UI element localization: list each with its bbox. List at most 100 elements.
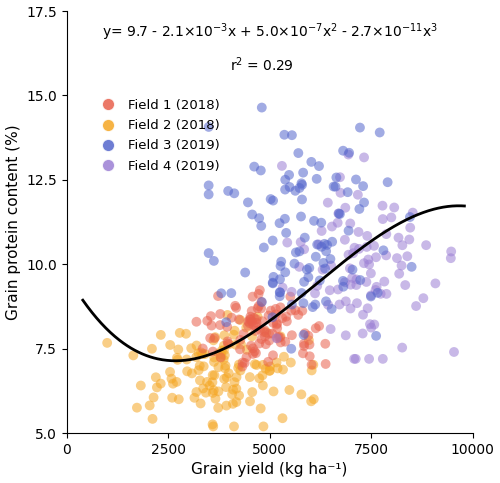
- Point: [356, 276, 364, 284]
- Point: [326, 286, 334, 294]
- Point: [286, 386, 294, 394]
- Point: [269, 197, 277, 204]
- Point: [173, 354, 181, 362]
- Point: [224, 369, 232, 377]
- Point: [409, 209, 417, 216]
- Point: [278, 162, 286, 170]
- Point: [362, 278, 370, 286]
- Point: [281, 185, 289, 193]
- Point: [208, 371, 216, 379]
- Point: [312, 301, 320, 309]
- Point: [276, 275, 284, 283]
- Point: [244, 318, 252, 326]
- Point: [345, 149, 353, 156]
- Point: [356, 205, 364, 213]
- Point: [247, 342, 255, 350]
- Point: [346, 220, 354, 227]
- Point: [344, 227, 352, 235]
- Point: [188, 369, 196, 377]
- Point: [281, 269, 289, 276]
- Point: [216, 354, 224, 361]
- Point: [328, 223, 336, 230]
- Point: [364, 256, 372, 263]
- Point: [157, 331, 165, 339]
- Point: [236, 336, 244, 344]
- Point: [248, 332, 256, 340]
- Point: [298, 289, 306, 297]
- Point: [382, 290, 390, 298]
- Point: [272, 334, 280, 342]
- Point: [221, 364, 229, 372]
- Point: [204, 249, 212, 257]
- Point: [266, 363, 274, 370]
- Point: [322, 360, 330, 368]
- Point: [225, 341, 233, 348]
- Point: [243, 346, 251, 354]
- Point: [367, 270, 375, 277]
- Point: [174, 356, 182, 364]
- Point: [372, 332, 380, 340]
- Point: [194, 366, 202, 374]
- Point: [222, 362, 230, 369]
- Point: [366, 320, 374, 328]
- Point: [236, 367, 244, 374]
- Point: [249, 350, 257, 358]
- Point: [308, 158, 316, 166]
- Point: [276, 339, 284, 346]
- Point: [398, 242, 406, 249]
- Point: [352, 281, 360, 289]
- Point: [252, 361, 260, 369]
- Point: [308, 303, 316, 311]
- Point: [359, 311, 367, 319]
- Point: [352, 176, 360, 184]
- Point: [252, 319, 260, 327]
- Point: [324, 199, 332, 207]
- Point: [209, 423, 217, 430]
- Point: [367, 292, 375, 299]
- Point: [313, 282, 321, 290]
- Point: [328, 305, 336, 313]
- Point: [272, 305, 280, 313]
- Point: [288, 288, 296, 296]
- Point: [299, 169, 307, 176]
- Point: [404, 253, 411, 260]
- Point: [221, 352, 229, 359]
- Point: [287, 307, 295, 314]
- Point: [322, 298, 330, 305]
- Point: [285, 171, 293, 179]
- Point: [207, 313, 215, 320]
- Point: [236, 316, 244, 324]
- Point: [296, 247, 304, 255]
- Point: [206, 382, 214, 389]
- Point: [237, 341, 245, 348]
- Point: [208, 378, 216, 386]
- Point: [320, 259, 328, 267]
- Point: [278, 414, 286, 422]
- Point: [330, 183, 338, 190]
- Point: [204, 191, 212, 199]
- Point: [276, 262, 284, 270]
- Point: [370, 321, 378, 328]
- Point: [211, 333, 219, 341]
- Point: [276, 288, 284, 296]
- Point: [272, 311, 280, 318]
- Point: [232, 373, 240, 381]
- Point: [353, 299, 361, 307]
- Point: [306, 341, 314, 348]
- Point: [176, 329, 184, 337]
- Point: [365, 355, 373, 363]
- Point: [276, 219, 283, 227]
- Point: [220, 375, 228, 383]
- Point: [378, 202, 386, 210]
- Point: [272, 321, 280, 328]
- Point: [269, 280, 277, 287]
- Point: [148, 345, 156, 353]
- Point: [318, 266, 326, 273]
- Point: [204, 182, 212, 189]
- Point: [320, 240, 328, 248]
- Point: [252, 323, 260, 330]
- Point: [201, 350, 209, 358]
- Point: [274, 333, 282, 341]
- Point: [230, 189, 238, 197]
- Point: [246, 313, 254, 321]
